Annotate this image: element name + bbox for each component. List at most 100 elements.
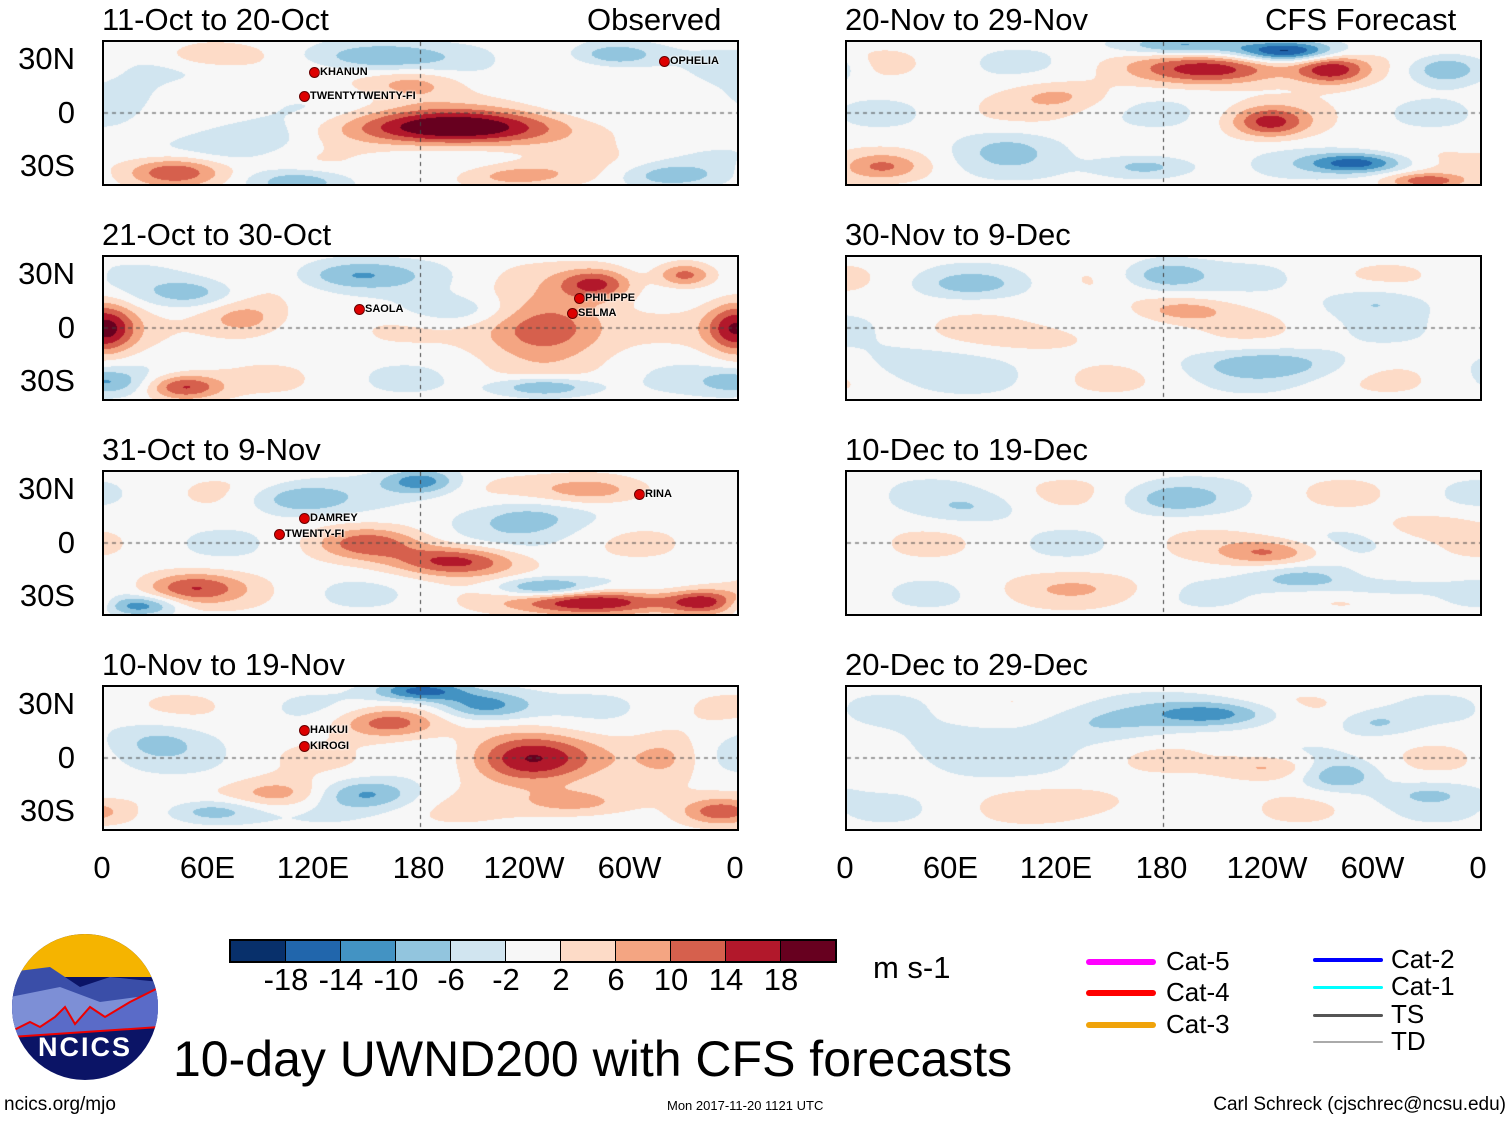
panel-title: 20-Nov to 29-Nov: [845, 2, 1088, 37]
storm-marker: [634, 489, 645, 500]
x-tick-label: 120W: [483, 850, 565, 885]
legend-swatch: [1313, 1013, 1383, 1017]
y-tick-label: 30N: [18, 686, 75, 721]
x-tick-label: 180: [392, 850, 445, 885]
x-tick-label: 180: [1135, 850, 1188, 885]
storm-marker: [274, 529, 285, 540]
legend-label: Cat-2: [1391, 944, 1455, 974]
panel-title: 20-Dec to 29-Dec: [845, 647, 1088, 682]
x-tick-label: 120E: [1019, 850, 1093, 885]
x-tick-label: 0: [93, 850, 111, 885]
map-panel: [102, 470, 739, 616]
legend-label: TD: [1391, 1026, 1426, 1056]
legend-swatch: [1313, 985, 1383, 989]
panel-title: 30-Nov to 9-Dec: [845, 217, 1071, 252]
x-tick-label: 60E: [179, 850, 236, 885]
x-tick-label: 60E: [922, 850, 979, 885]
y-tick-label: 30S: [19, 363, 75, 398]
wind-anomaly-field: [104, 42, 737, 184]
y-tick-label: 0: [57, 740, 75, 775]
colorbar-tick-label: -2: [492, 962, 520, 997]
colorbar: [229, 939, 837, 963]
x-tick-label: 0: [726, 850, 744, 885]
y-tick-label: 30S: [19, 148, 75, 183]
panel-title: 11-Oct to 20-Oct: [102, 2, 329, 37]
y-tick-label: 30N: [18, 471, 75, 506]
x-tick-label: 120W: [1226, 850, 1308, 885]
map-panel: [845, 255, 1482, 401]
colorbar-swatch: [506, 941, 561, 961]
y-tick-label: 0: [57, 525, 75, 560]
storm-marker: [299, 725, 310, 736]
colorbar-tick-label: 6: [607, 962, 625, 997]
colorbar-swatch: [451, 941, 506, 961]
y-tick-label: 30N: [18, 256, 75, 291]
storm-marker: [309, 67, 320, 78]
units-label: m s-1: [873, 950, 951, 985]
colorbar-tick-label: -14: [318, 962, 364, 997]
wind-anomaly-field: [847, 257, 1480, 399]
colorbar-tick-label: 18: [763, 962, 799, 997]
ncics-logo: NCICS: [12, 934, 158, 1080]
map-panel: [102, 40, 739, 186]
colorbar-swatch: [341, 941, 396, 961]
svg-text:NCICS: NCICS: [38, 1032, 132, 1062]
colorbar-swatch: [616, 941, 671, 961]
storm-marker: [299, 741, 310, 752]
colorbar-swatch: [561, 941, 616, 961]
map-panel: [102, 255, 739, 401]
legend-swatch: [1086, 990, 1156, 996]
wind-anomaly-field: [104, 687, 737, 829]
x-tick-label: 60W: [597, 850, 662, 885]
storm-label: SAOLA: [365, 303, 404, 315]
colorbar-swatch: [726, 941, 781, 961]
colorbar-tick-label: -6: [437, 962, 465, 997]
site-link[interactable]: ncics.org/mjo: [4, 1094, 116, 1115]
wind-anomaly-field: [104, 472, 737, 614]
panel-title: 31-Oct to 9-Nov: [102, 432, 321, 467]
credit: Carl Schreck (cjschrec@ncsu.edu): [1213, 1094, 1506, 1115]
legend-label: TS: [1391, 999, 1425, 1029]
x-tick-label: 120E: [276, 850, 350, 885]
colorbar-swatch: [396, 941, 451, 961]
storm-label: TWENTYTWENTY-FI: [310, 90, 416, 102]
storm-label: KHANUN: [320, 66, 368, 78]
storm-marker: [574, 293, 585, 304]
wind-anomaly-field: [847, 687, 1480, 829]
y-tick-label: 30S: [19, 578, 75, 613]
storm-marker: [567, 308, 578, 319]
legend-label: Cat-4: [1166, 977, 1230, 1007]
storm-label: KIROGI: [310, 740, 350, 752]
wind-anomaly-field: [847, 42, 1480, 184]
storm-label: PHILIPPE: [585, 292, 636, 304]
panel-title: 21-Oct to 30-Oct: [102, 217, 332, 252]
y-tick-label: 30S: [19, 793, 75, 828]
storm-label: RINA: [645, 488, 672, 500]
panel-title: 10-Dec to 19-Dec: [845, 432, 1088, 467]
legend-label: Cat-3: [1166, 1009, 1230, 1039]
forecast-header: CFS Forecast: [1265, 2, 1457, 37]
figure-title: 10-day UWND200 with CFS forecasts: [173, 1031, 1013, 1087]
colorbar-swatch: [671, 941, 726, 961]
x-tick-label: 0: [1469, 850, 1487, 885]
map-panel: [845, 40, 1482, 186]
legend-label: Cat-5: [1166, 946, 1230, 976]
y-tick-label: 30N: [18, 41, 75, 76]
storm-label: OPHELIA: [670, 55, 719, 67]
legend-swatch: [1086, 959, 1156, 965]
storm-label: SELMA: [578, 307, 617, 319]
wind-anomaly-field: [104, 257, 737, 399]
legend-swatch: [1313, 958, 1383, 962]
storm-label: DAMREY: [310, 512, 358, 524]
storm-marker: [299, 91, 310, 102]
storm-marker: [354, 304, 365, 315]
colorbar-tick-label: -10: [373, 962, 419, 997]
storm-marker: [299, 513, 310, 524]
colorbar-tick-label: 10: [653, 962, 689, 997]
map-panel: [845, 470, 1482, 616]
colorbar-tick-label: 14: [708, 962, 744, 997]
colorbar-tick-label: -18: [263, 962, 309, 997]
x-tick-label: 0: [836, 850, 854, 885]
storm-label: TWENTY-FI: [285, 528, 345, 540]
